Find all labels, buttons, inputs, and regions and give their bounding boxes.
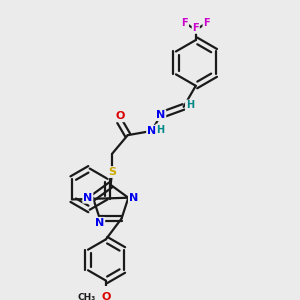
Text: S: S xyxy=(108,167,116,177)
Text: N: N xyxy=(83,193,92,203)
Text: N: N xyxy=(147,126,156,136)
Text: F: F xyxy=(182,18,188,28)
Text: H: H xyxy=(156,124,164,134)
Text: O: O xyxy=(115,111,124,121)
Text: N: N xyxy=(95,218,104,228)
Text: O: O xyxy=(101,292,110,300)
Text: CH₃: CH₃ xyxy=(78,292,96,300)
Text: H: H xyxy=(186,100,194,110)
Text: N: N xyxy=(129,193,138,203)
Text: F: F xyxy=(203,18,210,28)
Text: N: N xyxy=(156,110,165,120)
Text: F: F xyxy=(192,23,199,33)
